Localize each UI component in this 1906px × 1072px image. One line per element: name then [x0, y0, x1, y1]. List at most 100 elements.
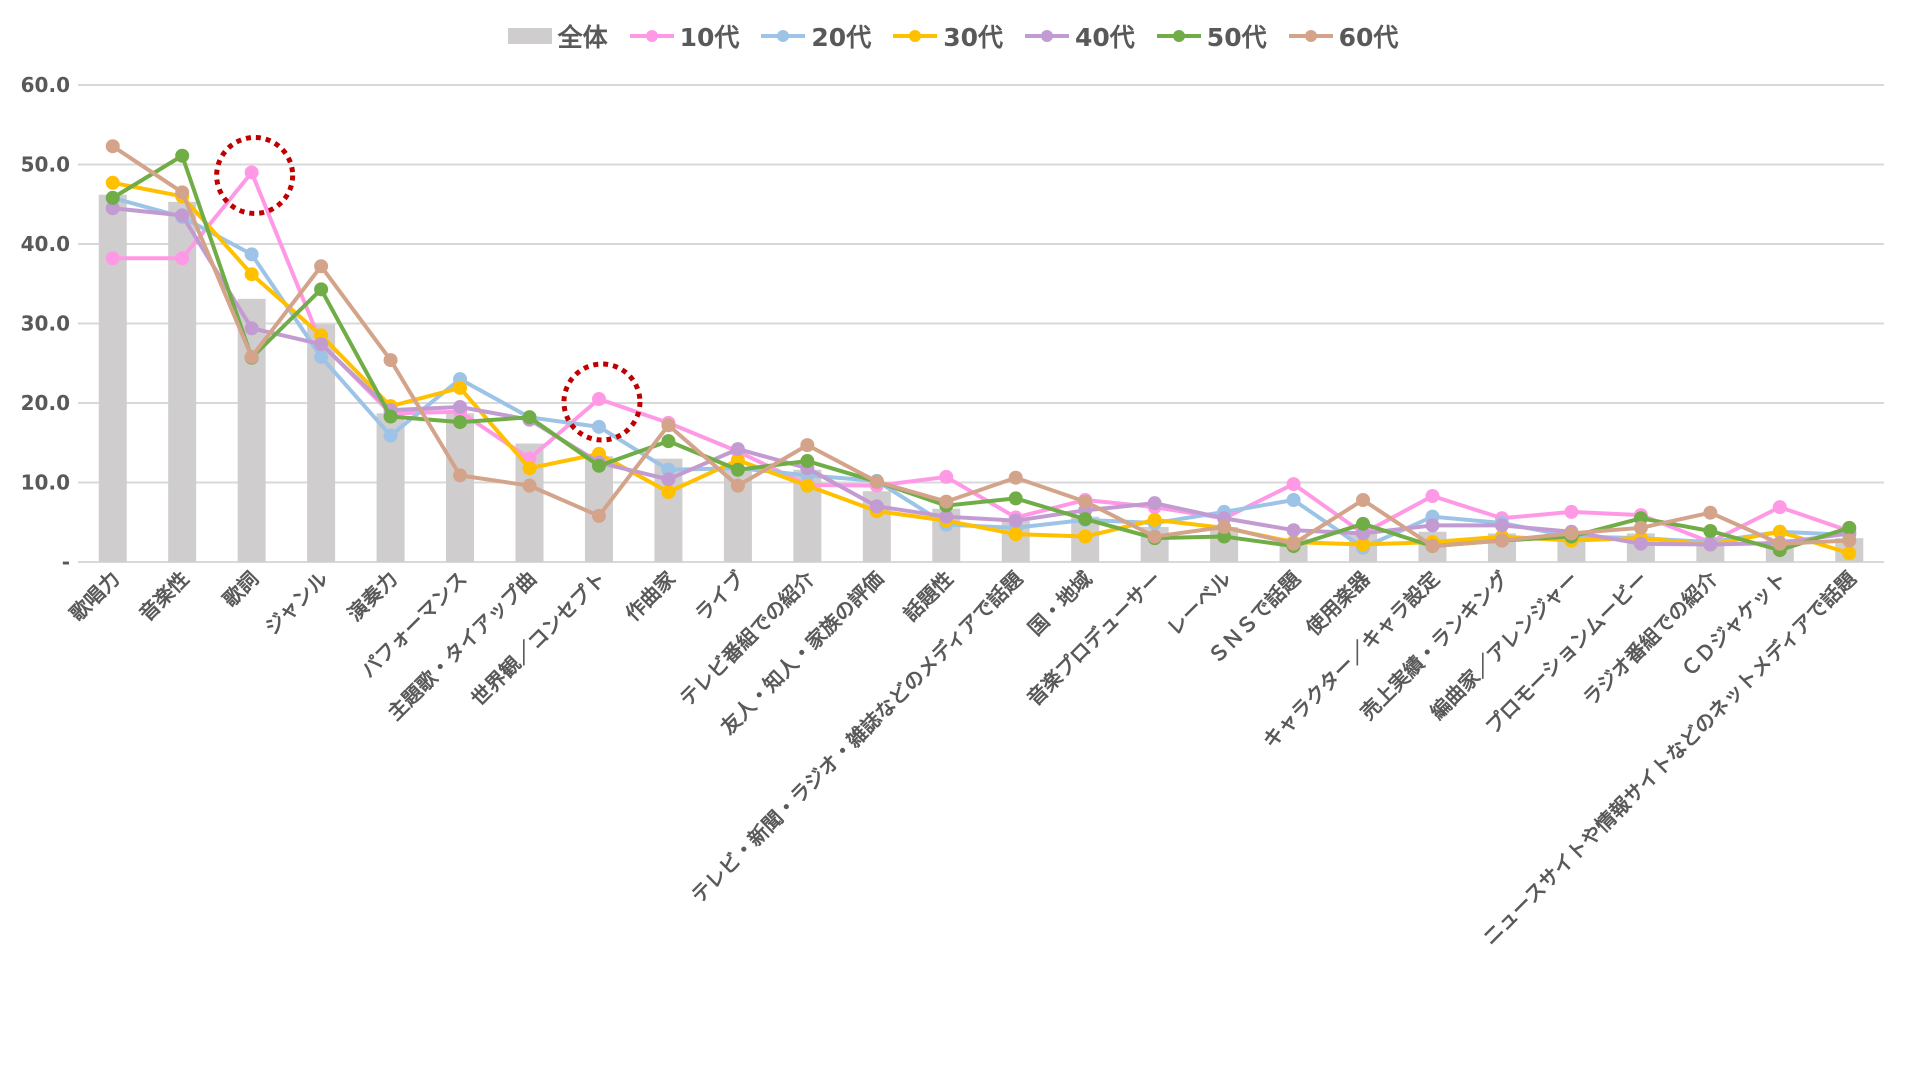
x-tick-label: 演奏力 [343, 567, 402, 626]
data-point [1564, 526, 1579, 541]
legend-label: 40代 [1075, 23, 1135, 52]
annotations [214, 134, 643, 443]
y-tick-label: 30.0 [21, 312, 70, 336]
chart-legend: 全体 10代 20代 30代 40代 50代 60代 [0, 18, 1906, 54]
legend-swatch-line-icon [1025, 28, 1069, 44]
x-tick-label: ジャンル [260, 567, 333, 640]
legend-item-series: 40代 [1025, 18, 1135, 54]
legend-label: 60代 [1338, 23, 1399, 52]
data-point [1564, 504, 1579, 519]
x-tick-label: ライブ [690, 567, 749, 626]
data-point [175, 148, 190, 163]
legend-item-series: 50代 [1156, 18, 1267, 54]
x-tick-label: 音楽プロデューサー [1022, 567, 1166, 711]
series-line [112, 180, 1850, 556]
data-point [105, 139, 120, 154]
y-tick-label: 60.0 [21, 73, 70, 97]
data-point [661, 418, 676, 433]
highlight-circle [561, 361, 643, 443]
x-tick-label: 歌唱力 [65, 567, 124, 626]
data-point [800, 454, 815, 469]
data-point [1703, 505, 1718, 520]
data-point [1008, 470, 1023, 485]
y-tick-label: 10.0 [21, 471, 70, 495]
data-point [1772, 500, 1787, 515]
data-point [314, 349, 329, 364]
data-point [661, 434, 676, 449]
x-tick-label: テレビ・新聞・ラジオ・雑誌などのメディアで話題 [686, 566, 1028, 908]
x-tick-label: 歌詞 [218, 567, 263, 612]
data-point [1842, 520, 1857, 535]
legend-item-series: 10代 [629, 18, 740, 54]
y-axis: - 10.0 20.0 30.0 40.0 50.0 60.0 [21, 73, 70, 574]
data-point [661, 472, 676, 487]
data-point [453, 399, 468, 414]
data-point [1772, 524, 1787, 539]
data-point [1425, 518, 1440, 533]
data-point [383, 353, 398, 368]
legend-swatch-bar-icon [507, 28, 552, 44]
data-point [383, 409, 398, 424]
line-series [105, 139, 1857, 554]
data-point [1633, 520, 1648, 535]
data-point [522, 461, 537, 476]
highlight-circle [214, 134, 296, 216]
data-point [1356, 537, 1371, 552]
data-point [105, 201, 120, 216]
data-point [1078, 512, 1093, 527]
data-point [1217, 520, 1232, 535]
data-point [1842, 546, 1857, 561]
data-point [1633, 536, 1648, 551]
series-line [111, 153, 1850, 553]
data-point [105, 175, 120, 190]
y-tick-label: - [62, 550, 70, 574]
legend-label: 30代 [943, 23, 1003, 52]
data-point [1078, 529, 1093, 544]
legend-item-overall: 全体 [507, 18, 608, 54]
data-point [522, 410, 537, 425]
series-line [112, 170, 1850, 545]
data-point [1008, 527, 1023, 542]
legend-label: 10代 [679, 23, 740, 52]
bar [307, 324, 336, 562]
data-point [730, 442, 745, 457]
data-point [1425, 539, 1440, 554]
x-tick-label: 話題性 [898, 567, 957, 626]
data-point [869, 474, 884, 489]
data-point [244, 321, 259, 336]
data-point [1842, 533, 1857, 548]
data-point [730, 462, 745, 477]
data-point [591, 419, 606, 434]
data-point [591, 508, 606, 523]
legend-item-series: 20代 [761, 18, 871, 54]
data-point [244, 349, 259, 364]
data-point [244, 267, 259, 282]
data-point [1286, 477, 1301, 492]
data-point [1356, 492, 1371, 507]
data-point [1703, 523, 1718, 538]
x-tick-label: 音楽性 [134, 567, 193, 626]
series-line [112, 206, 1850, 547]
data-point [314, 282, 329, 297]
data-point [591, 392, 606, 407]
data-point [1286, 536, 1301, 551]
data-point [175, 185, 190, 200]
legend-item-series: 60代 [1288, 18, 1399, 54]
data-point [1078, 494, 1093, 509]
legend-swatch-line-icon [893, 28, 938, 44]
data-point [1494, 518, 1509, 533]
data-point [453, 380, 468, 395]
data-point [314, 337, 329, 352]
data-point [175, 208, 190, 223]
data-point [175, 251, 190, 266]
legend-swatch-line-icon [1288, 28, 1333, 44]
bar [446, 413, 475, 562]
legend-label: 全体 [557, 23, 608, 52]
data-point [1356, 516, 1371, 531]
data-point [1147, 512, 1162, 527]
data-point [661, 485, 676, 500]
data-point [383, 428, 398, 443]
data-point [244, 165, 259, 180]
